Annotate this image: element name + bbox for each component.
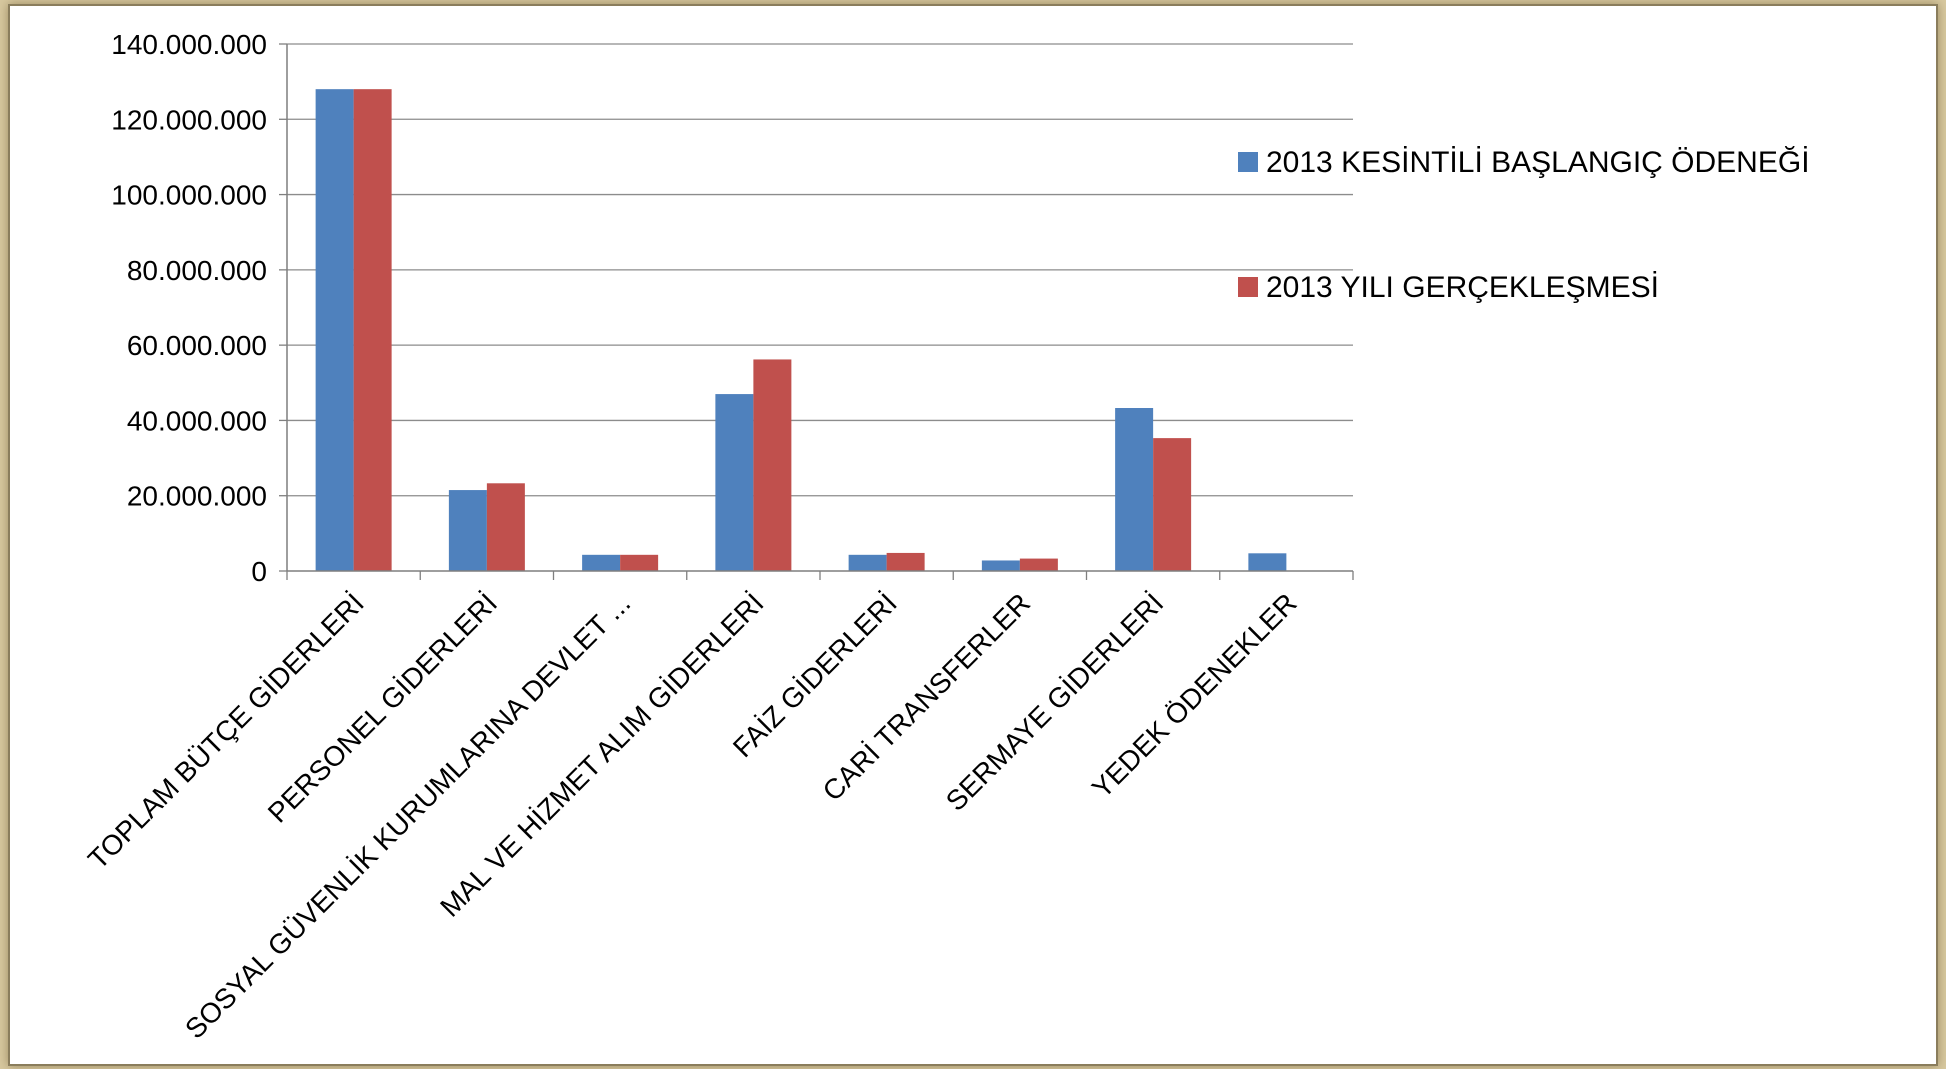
x-category-label: SOSYAL GÜVENLİK KURUMLARINA DEVLET ... <box>179 587 636 1044</box>
bar-gerceklesme <box>620 554 659 571</box>
bar-gerceklesme <box>1019 558 1058 571</box>
bar-baslangic <box>315 89 354 572</box>
bar-baslangic <box>582 554 621 571</box>
bar-baslangic <box>1248 553 1287 571</box>
legend-swatch <box>1238 152 1258 172</box>
bar-gerceklesme <box>886 552 925 571</box>
x-category-label: SERMAYE GİDERLERİ <box>940 587 1170 817</box>
y-axis-tick-labels: 0 20.000.000 40.000.000 60.000.000 80.000.00… <box>111 29 267 587</box>
bar-chart: 0 20.000.000 40.000.000 60.000.000 80.000.00… <box>82 29 1810 1045</box>
bar-baslangic <box>715 394 754 571</box>
chart-frame: 0 20.000.000 40.000.000 60.000.000 80.000.00… <box>8 4 1938 1066</box>
y-tick-label: 40.000.000 <box>127 405 267 436</box>
gridlines <box>279 43 1353 572</box>
bar-baslangic <box>448 490 487 571</box>
bar-baslangic <box>848 554 887 571</box>
legend: 2013 KESİNTİLİ BAŞLANGIÇ ÖDENEĞİ 2013 YIL… <box>1238 146 1810 304</box>
y-tick-label: 20.000.000 <box>127 481 267 512</box>
x-category-label: PERSONEL GİDERLERİ <box>262 587 503 828</box>
y-tick-label: 100.000.000 <box>111 180 267 211</box>
bar-baslangic <box>1115 408 1154 571</box>
axes <box>286 44 1354 580</box>
legend-swatch <box>1238 277 1258 297</box>
x-category-label: TOPLAM BÜTÇE GİDERLERİ <box>82 587 370 875</box>
bar-baslangic <box>981 560 1020 571</box>
bar-series <box>315 89 1287 572</box>
bar-gerceklesme <box>1153 438 1192 571</box>
y-tick-label: 60.000.000 <box>127 330 267 361</box>
y-tick-label: 0 <box>251 556 267 587</box>
y-tick-label: 120.000.000 <box>111 104 267 135</box>
bar-gerceklesme <box>486 483 525 571</box>
bar-gerceklesme <box>753 359 792 571</box>
y-tick-label: 80.000.000 <box>127 255 267 286</box>
legend-label: 2013 YILI GERÇEKLEŞMESİ <box>1266 271 1659 304</box>
bar-gerceklesme <box>353 89 392 572</box>
legend-label: 2013 KESİNTİLİ BAŞLANGIÇ ÖDENEĞİ <box>1266 146 1810 179</box>
y-tick-label: 140.000.000 <box>111 29 267 60</box>
